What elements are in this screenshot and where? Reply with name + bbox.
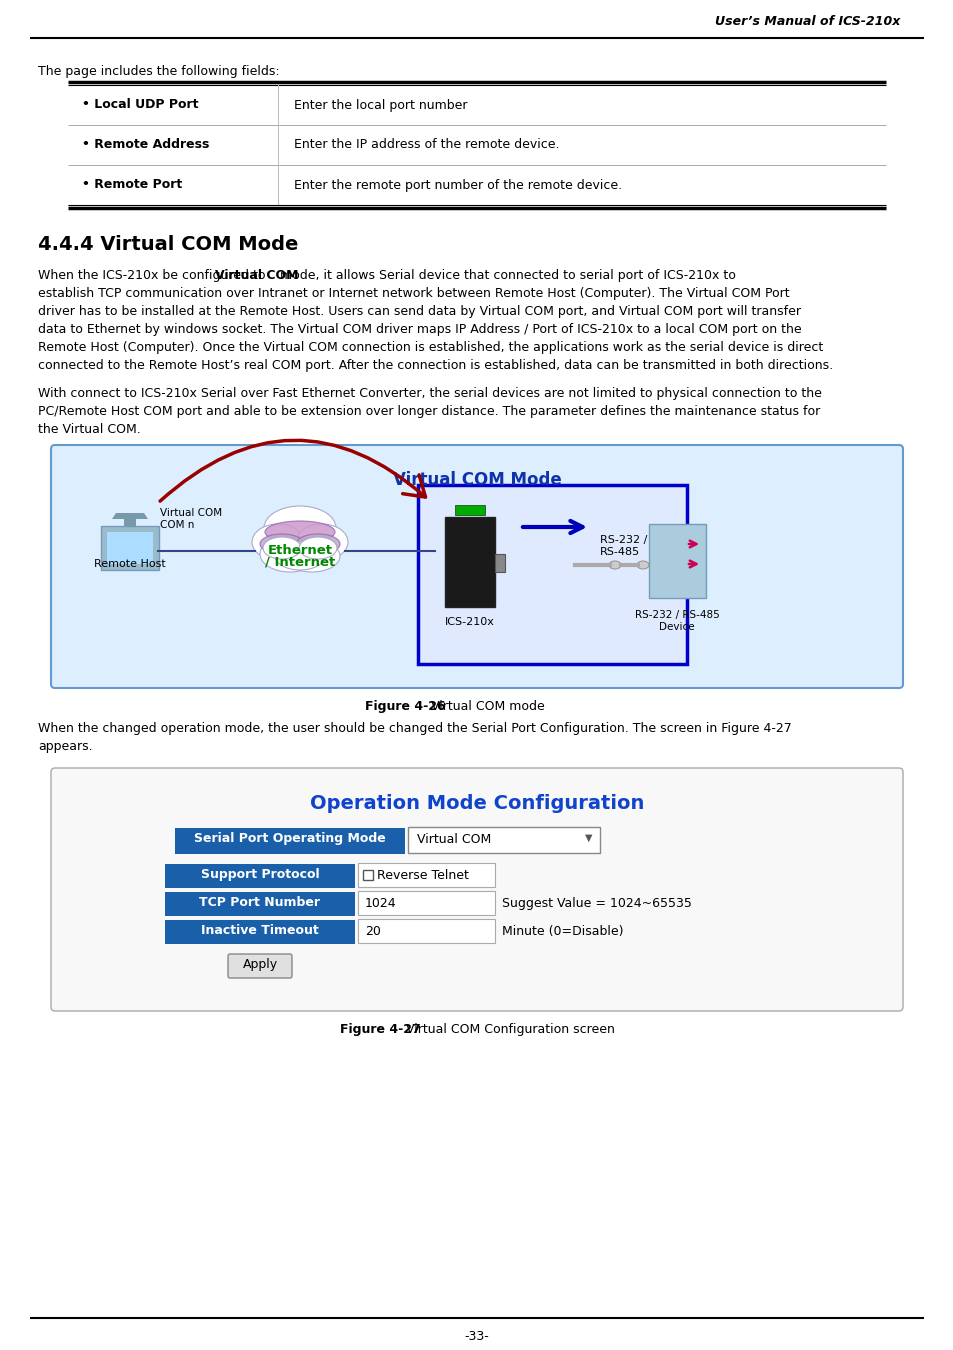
Ellipse shape bbox=[295, 524, 348, 560]
FancyBboxPatch shape bbox=[648, 524, 705, 598]
Text: connected to the Remote Host’s real COM port. After the connection is establishe: connected to the Remote Host’s real COM … bbox=[38, 359, 832, 373]
Ellipse shape bbox=[263, 537, 301, 559]
FancyBboxPatch shape bbox=[357, 891, 495, 915]
Text: ▼: ▼ bbox=[584, 833, 592, 842]
Text: Ethernet: Ethernet bbox=[267, 544, 333, 556]
FancyBboxPatch shape bbox=[455, 505, 484, 514]
Text: Enter the local port number: Enter the local port number bbox=[294, 99, 467, 112]
Text: 1024: 1024 bbox=[365, 896, 396, 910]
Text: • Local UDP Port: • Local UDP Port bbox=[82, 99, 198, 112]
Ellipse shape bbox=[284, 540, 339, 572]
Text: Virtual COM: Virtual COM bbox=[214, 269, 298, 282]
Text: Virtual COM Mode: Virtual COM Mode bbox=[393, 471, 560, 489]
Ellipse shape bbox=[252, 524, 304, 560]
Text: Minute (0=Disable): Minute (0=Disable) bbox=[501, 925, 623, 938]
Text: Virtual COM: Virtual COM bbox=[416, 833, 491, 846]
Text: establish TCP communication over Intranet or Internet network between Remote Hos: establish TCP communication over Intrane… bbox=[38, 288, 789, 300]
Text: driver has to be installed at the Remote Host. Users can send data by Virtual CO: driver has to be installed at the Remote… bbox=[38, 305, 801, 319]
Ellipse shape bbox=[295, 535, 339, 554]
Text: Virtual COM mode: Virtual COM mode bbox=[426, 701, 544, 713]
Text: RS-232 / RS-485: RS-232 / RS-485 bbox=[634, 610, 719, 620]
Polygon shape bbox=[112, 513, 148, 518]
FancyBboxPatch shape bbox=[357, 919, 495, 944]
Text: data to Ethernet by windows socket. The Virtual COM driver maps IP Address / Por: data to Ethernet by windows socket. The … bbox=[38, 323, 801, 336]
Text: RS-485: RS-485 bbox=[599, 547, 639, 558]
Text: RS-232 /: RS-232 / bbox=[599, 535, 647, 545]
Text: 4.4.4 Virtual COM Mode: 4.4.4 Virtual COM Mode bbox=[38, 235, 298, 254]
FancyBboxPatch shape bbox=[107, 532, 152, 564]
Text: TCP Port Number: TCP Port Number bbox=[199, 896, 320, 909]
FancyArrowPatch shape bbox=[160, 440, 425, 501]
Text: mode, it allows Serial device that connected to serial port of ICS-210x to: mode, it allows Serial device that conne… bbox=[275, 269, 735, 282]
FancyBboxPatch shape bbox=[417, 485, 686, 664]
Text: Inactive Timeout: Inactive Timeout bbox=[201, 923, 318, 937]
Text: Operation Mode Configuration: Operation Mode Configuration bbox=[310, 794, 643, 813]
FancyBboxPatch shape bbox=[363, 869, 373, 880]
Text: Virtual COM Configuration screen: Virtual COM Configuration screen bbox=[401, 1023, 614, 1035]
FancyBboxPatch shape bbox=[174, 828, 405, 855]
FancyBboxPatch shape bbox=[51, 768, 902, 1011]
Ellipse shape bbox=[274, 541, 325, 570]
Text: Enter the remote port number of the remote device.: Enter the remote port number of the remo… bbox=[294, 178, 621, 192]
Text: Serial Port Operating Mode: Serial Port Operating Mode bbox=[193, 832, 385, 845]
FancyBboxPatch shape bbox=[101, 526, 159, 570]
Ellipse shape bbox=[260, 535, 304, 554]
FancyBboxPatch shape bbox=[228, 954, 292, 977]
FancyBboxPatch shape bbox=[165, 892, 355, 917]
Text: Remote Host (Computer). Once the Virtual COM connection is established, the appl: Remote Host (Computer). Once the Virtual… bbox=[38, 342, 822, 354]
Text: When the ICS-210x be configured to: When the ICS-210x be configured to bbox=[38, 269, 269, 282]
Text: Remote Host: Remote Host bbox=[94, 559, 166, 568]
Text: appears.: appears. bbox=[38, 740, 92, 753]
Ellipse shape bbox=[298, 537, 336, 559]
Ellipse shape bbox=[265, 521, 335, 543]
Text: -33-: -33- bbox=[464, 1330, 489, 1343]
Text: Suggest Value = 1024~65535: Suggest Value = 1024~65535 bbox=[501, 896, 691, 910]
Ellipse shape bbox=[260, 536, 319, 572]
Text: Virtual COM: Virtual COM bbox=[160, 508, 222, 518]
Ellipse shape bbox=[637, 562, 648, 568]
FancyBboxPatch shape bbox=[165, 919, 355, 944]
Text: Apply: Apply bbox=[242, 958, 277, 971]
Text: Device: Device bbox=[659, 622, 694, 632]
Text: Figure 4-26: Figure 4-26 bbox=[365, 701, 445, 713]
Text: • Remote Address: • Remote Address bbox=[82, 139, 209, 151]
Text: the Virtual COM.: the Virtual COM. bbox=[38, 423, 141, 436]
Text: PC/Remote Host COM port and able to be extension over longer distance. The param: PC/Remote Host COM port and able to be e… bbox=[38, 405, 820, 418]
Text: Enter the IP address of the remote device.: Enter the IP address of the remote devic… bbox=[294, 139, 558, 151]
FancyBboxPatch shape bbox=[124, 518, 136, 526]
FancyBboxPatch shape bbox=[408, 828, 599, 853]
Text: User’s Manual of ICS-210x: User’s Manual of ICS-210x bbox=[714, 15, 899, 28]
Ellipse shape bbox=[608, 562, 620, 568]
FancyBboxPatch shape bbox=[357, 863, 495, 887]
FancyBboxPatch shape bbox=[444, 517, 495, 608]
Text: ICS-210x: ICS-210x bbox=[445, 617, 495, 626]
Text: Support Protocol: Support Protocol bbox=[200, 868, 319, 882]
Text: With connect to ICS-210x Serial over Fast Ethernet Converter, the serial devices: With connect to ICS-210x Serial over Fas… bbox=[38, 387, 821, 400]
Text: Reverse Telnet: Reverse Telnet bbox=[376, 869, 468, 882]
Text: COM n: COM n bbox=[160, 520, 194, 531]
Text: / Internet: / Internet bbox=[265, 555, 335, 568]
Ellipse shape bbox=[264, 506, 335, 549]
Text: • Remote Port: • Remote Port bbox=[82, 178, 182, 192]
FancyBboxPatch shape bbox=[495, 554, 504, 572]
FancyBboxPatch shape bbox=[165, 864, 355, 888]
Text: When the changed operation mode, the user should be changed the Serial Port Conf: When the changed operation mode, the use… bbox=[38, 722, 791, 734]
Text: 20: 20 bbox=[365, 925, 380, 938]
Text: The page includes the following fields:: The page includes the following fields: bbox=[38, 65, 279, 78]
FancyBboxPatch shape bbox=[51, 446, 902, 688]
Text: Figure 4-27: Figure 4-27 bbox=[339, 1023, 420, 1035]
